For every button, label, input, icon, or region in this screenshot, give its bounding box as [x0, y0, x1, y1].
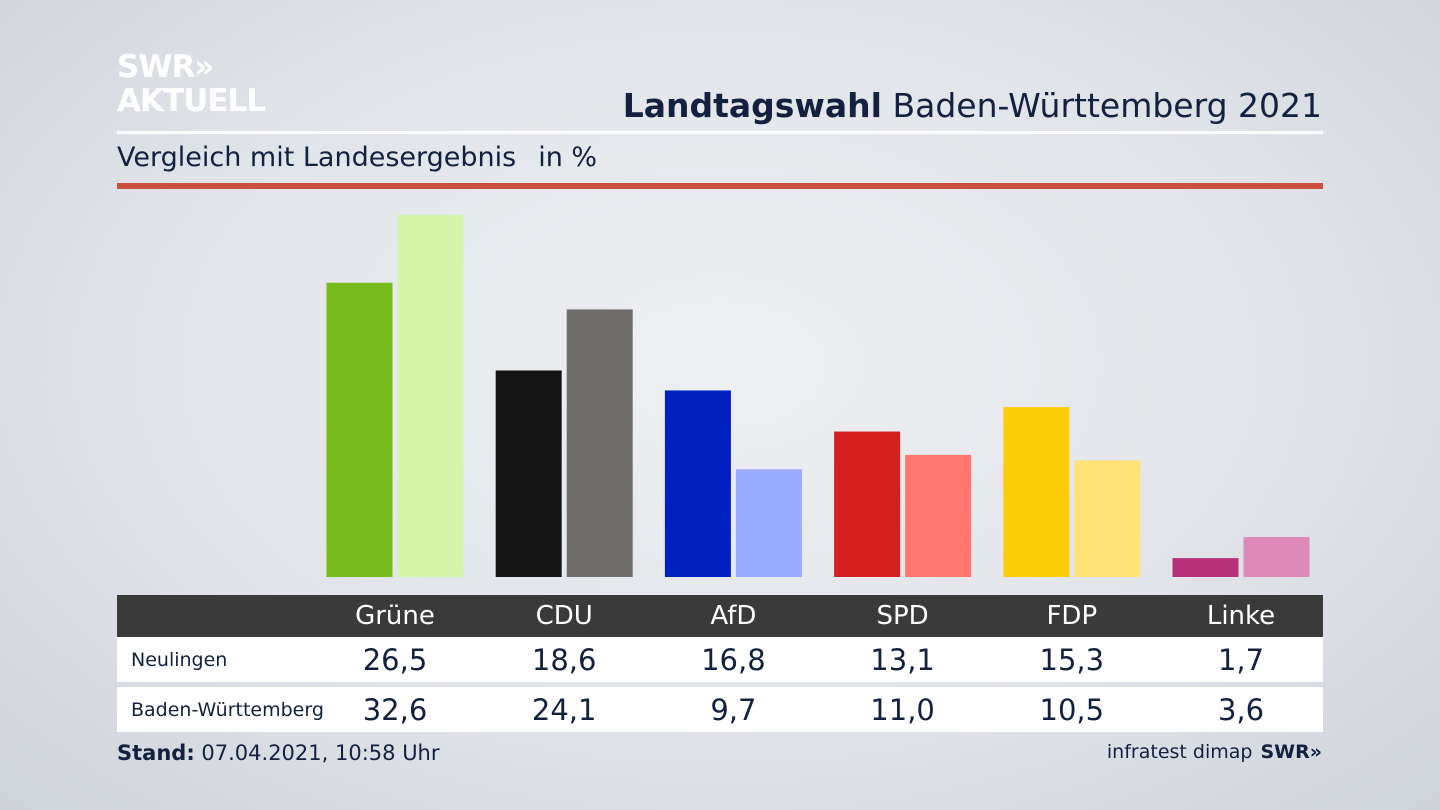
title-bold: Landtagswahl [622, 86, 882, 125]
bar-grne-neulingen [326, 282, 393, 577]
value-cell: 9,7 [710, 692, 757, 727]
bar-fdp-bw [1074, 460, 1141, 577]
logo-aktuell-text: AKTUELL [117, 83, 266, 119]
column-header-spd: SPD [876, 601, 929, 631]
column-header-grne: Grüne [355, 601, 435, 631]
bar-chart [326, 215, 1310, 577]
table-row: Neulingen 26,5 18,6 16,8 13,1 15,3 1,7 [117, 637, 1323, 682]
bar-fdp-neulingen [1003, 407, 1070, 577]
bar-linke-bw [1243, 537, 1310, 577]
bar-spd-neulingen [834, 431, 901, 577]
bar-afd-bw [735, 469, 802, 577]
source-text: infratest dimap [1106, 741, 1253, 763]
value-cell: 16,8 [701, 642, 766, 677]
value-cell: 18,6 [531, 642, 597, 677]
bar-grne-bw [397, 215, 464, 577]
accent-rule [117, 183, 1323, 189]
source-brand: SWR» [1260, 741, 1322, 763]
bar-afd-neulingen [664, 390, 731, 577]
value-cell: 10,5 [1039, 692, 1105, 727]
bar-cdu-neulingen [495, 370, 562, 577]
row-label: Neulingen [131, 648, 228, 671]
value-cell: 24,1 [531, 692, 597, 727]
row-label: Baden-Württemberg [131, 698, 324, 721]
stand-value: 07.04.2021, 10:58 Uhr [201, 741, 440, 765]
bar-cdu-bw [566, 309, 633, 577]
value-cell: 32,6 [362, 692, 428, 727]
subtitle-unit: in % [538, 142, 598, 173]
stand-label: Stand: [117, 741, 195, 765]
table-header-row: Grüne CDU AfD SPD FDP Linke [117, 595, 1323, 637]
timestamp: Stand: 07.04.2021, 10:58 Uhr [117, 741, 440, 765]
logo-swr-text: SWR [117, 49, 195, 85]
subtitle-text: Vergleich mit Landesergebnis [117, 142, 517, 173]
value-cell: 26,5 [362, 642, 428, 677]
title-rest: Baden-Württemberg 2021 [892, 86, 1322, 125]
value-cell: 3,6 [1217, 692, 1265, 727]
source-credit: infratest dimap SWR» [1107, 741, 1322, 763]
swr-aktuell-logo: SWR» AKTUELL [117, 49, 266, 119]
value-cell: 15,3 [1039, 642, 1105, 677]
logo-arrows: » [194, 49, 214, 85]
results-table: Grüne CDU AfD SPD FDP Linke Neulingen 26,5 18,… [117, 595, 1323, 732]
bar-linke-neulingen [1172, 558, 1239, 577]
value-cell: 11,0 [870, 692, 935, 727]
page-title: Landtagswahl Baden-Württemberg 2021 [623, 86, 1322, 125]
table-row: Baden-Württemberg 32,6 24,1 9,7 11,0 10,5 3,6 [117, 687, 1323, 732]
column-header-fdp: FDP [1046, 601, 1098, 631]
value-cell: 1,7 [1217, 642, 1265, 677]
column-header-cdu: CDU [535, 601, 593, 631]
column-header-linke: Linke [1206, 601, 1276, 631]
column-header-afd: AfD [710, 601, 757, 631]
header-divider [117, 131, 1323, 134]
chart-subtitle: Vergleich mit Landesergebnis in % [117, 142, 597, 173]
value-cell: 13,1 [870, 642, 935, 677]
bar-spd-bw [905, 454, 972, 577]
